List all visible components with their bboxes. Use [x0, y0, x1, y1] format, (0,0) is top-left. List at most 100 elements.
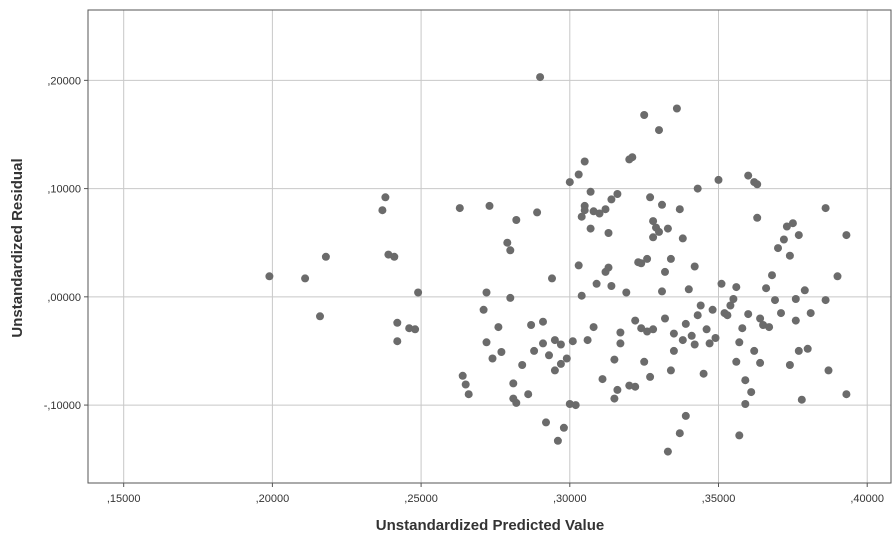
scatter-point	[663, 447, 672, 456]
scatter-point	[803, 344, 812, 353]
scatter-point	[800, 286, 809, 295]
scatter-point	[771, 296, 779, 305]
scatter-point	[562, 354, 571, 363]
scatter-point	[646, 372, 655, 381]
scatter-point	[663, 224, 672, 233]
x-tick-label: ,30000	[553, 493, 587, 505]
scatter-point	[744, 171, 753, 180]
scatter-point	[669, 346, 678, 355]
scatter-point	[321, 252, 330, 261]
scatter-point	[791, 316, 800, 325]
scatter-point	[735, 431, 744, 440]
scatter-point	[631, 382, 640, 391]
scatter-point	[580, 157, 589, 166]
scatter-point	[735, 338, 744, 347]
scatter-point	[265, 272, 274, 281]
x-tick-label: ,20000	[256, 493, 290, 505]
scatter-point	[738, 324, 747, 333]
scatter-point	[690, 340, 699, 349]
scatter-point	[759, 321, 768, 329]
scatter-point	[678, 336, 687, 345]
scatter-point	[461, 380, 470, 389]
scatter-point	[592, 279, 601, 288]
scatter-point	[693, 184, 702, 193]
scatter-point	[539, 339, 547, 348]
scatter-point	[512, 216, 521, 224]
scatter-point	[661, 267, 669, 276]
scatter-point	[316, 312, 324, 321]
scatter-point	[637, 259, 646, 268]
x-tick-label: ,15000	[107, 493, 141, 505]
scatter-point	[824, 366, 833, 375]
scatter-point	[750, 346, 759, 355]
scatter-point	[649, 217, 658, 226]
scatter-point	[512, 398, 521, 407]
scatter-point	[509, 379, 518, 388]
scatter-point	[687, 331, 696, 340]
scatter-point	[655, 227, 663, 236]
scatter-point	[616, 328, 625, 337]
y-tick-label: ,20000	[47, 75, 81, 87]
scatter-point	[393, 318, 402, 327]
scatter-point	[604, 263, 613, 272]
y-tick-label: ,10000	[47, 184, 81, 196]
scatter-point	[741, 400, 750, 408]
scatter-point	[717, 279, 726, 288]
scatter-point	[488, 354, 497, 363]
scatter-point	[693, 311, 702, 320]
scatter-point	[518, 361, 527, 369]
scatter-point	[779, 235, 788, 244]
scatter-point	[708, 305, 717, 314]
scatter-point	[595, 209, 604, 218]
scatter-point	[643, 254, 652, 263]
scatter-point	[536, 73, 545, 82]
scatter-point	[666, 254, 675, 263]
scatter-point	[741, 376, 750, 385]
scatter-point	[601, 205, 610, 214]
scatter-point	[479, 305, 488, 314]
scatter-point	[643, 327, 652, 336]
scatter-point	[580, 206, 589, 215]
scatter-point	[506, 246, 515, 255]
scatter-point	[542, 418, 550, 427]
scatter-point	[702, 325, 711, 334]
scatter-point	[785, 361, 794, 369]
data-points	[265, 73, 851, 456]
scatter-point	[414, 288, 423, 297]
scatter-point	[604, 229, 613, 237]
scatter-point	[586, 224, 595, 233]
scatter-point	[726, 301, 735, 310]
scatter-point	[729, 295, 738, 303]
scatter-point	[405, 324, 414, 333]
scatter-point	[464, 390, 473, 399]
x-tick-labels: ,15000 ,20000 ,25000 ,30000 ,35000 ,40000	[107, 493, 884, 505]
scatter-point	[675, 429, 684, 438]
scatter-point	[565, 400, 574, 408]
scatter-point	[610, 394, 619, 403]
scatter-point	[777, 309, 785, 318]
scatter-point	[675, 205, 684, 214]
scatter-point	[607, 282, 616, 290]
scatter-point	[649, 325, 658, 334]
scatter-point	[583, 336, 592, 345]
scatter-point	[530, 346, 539, 355]
scatter-point	[684, 285, 693, 294]
scatter-point	[646, 193, 655, 202]
scatter-point	[506, 293, 515, 302]
grid-lines	[84, 10, 891, 487]
scatter-point	[545, 351, 553, 360]
scatter-point	[714, 175, 723, 184]
scatter-point	[533, 208, 542, 217]
scatter-point	[568, 337, 577, 346]
scatter-point	[539, 317, 547, 326]
scatter-point	[705, 339, 714, 348]
scatter-point	[696, 301, 705, 310]
scatter-point	[765, 323, 774, 332]
scatter-point	[756, 314, 765, 323]
scatter-point	[550, 336, 559, 345]
scatter-point	[616, 339, 625, 348]
scatter-point	[732, 283, 741, 292]
scatter-point	[598, 375, 607, 384]
scatter-point	[669, 329, 678, 338]
